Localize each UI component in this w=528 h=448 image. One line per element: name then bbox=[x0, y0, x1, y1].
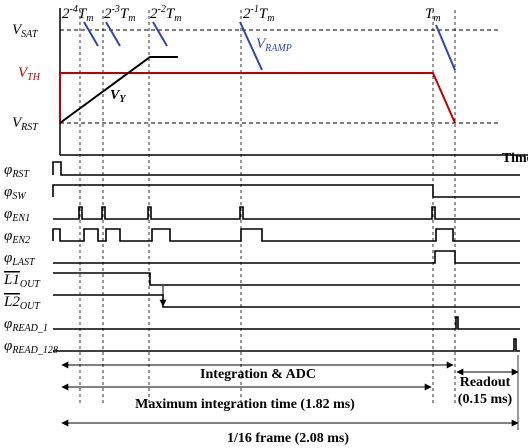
signal-label: φSW bbox=[4, 184, 27, 202]
time-label: 2-4Tm bbox=[62, 4, 93, 24]
time-label: 2-3Tm bbox=[104, 4, 135, 24]
time-label: 2-1Tm bbox=[243, 4, 274, 24]
signal-label: φLAST bbox=[4, 250, 36, 268]
time-label: 2-2Tm bbox=[150, 4, 181, 24]
time-label: Tm bbox=[425, 6, 441, 24]
time-labels: 2-4Tm 2-3Tm 2-2Tm 2-1Tm Tm bbox=[62, 4, 441, 24]
ramp-label: VRAMP bbox=[256, 36, 292, 54]
level-labels: VSAT VTH VRST bbox=[12, 22, 41, 133]
annotation: Readout bbox=[460, 375, 511, 390]
guides bbox=[60, 10, 500, 405]
annotations: Integration & ADC Readout (0.15 ms) Maxi… bbox=[61, 355, 519, 446]
waveforms bbox=[52, 161, 520, 352]
signal-labels: φRST φSW φEN1 φEN2 φLAST L1OUT L2OUT φRE… bbox=[3, 162, 58, 356]
signal-label: φREAD_1 bbox=[4, 316, 48, 334]
signal-label: φEN2 bbox=[4, 228, 30, 246]
level-label: VRST bbox=[12, 115, 39, 133]
annotation: Maximum integration time (1.82 ms) bbox=[135, 397, 355, 412]
threshold-line bbox=[59, 72, 456, 124]
ramps: VRAMP bbox=[83, 21, 456, 71]
level-label: VSAT bbox=[12, 22, 39, 40]
signal-label: L2OUT bbox=[3, 294, 41, 312]
signal-label: φREAD_128 bbox=[4, 338, 58, 356]
time-axis-label: Time bbox=[502, 151, 528, 166]
axes: Time bbox=[59, 8, 528, 166]
level-label: VTH bbox=[18, 65, 41, 83]
vy-label: VY bbox=[110, 88, 126, 105]
annotation: 1/16 frame (2.08 ms) bbox=[227, 431, 349, 446]
signal-label: L1OUT bbox=[3, 272, 41, 290]
vy-line bbox=[59, 56, 178, 124]
signal-label: φRST bbox=[4, 162, 30, 180]
signal-label: φEN1 bbox=[4, 206, 30, 224]
annotation: (0.15 ms) bbox=[458, 392, 513, 407]
annotation: Integration & ADC bbox=[200, 367, 316, 382]
